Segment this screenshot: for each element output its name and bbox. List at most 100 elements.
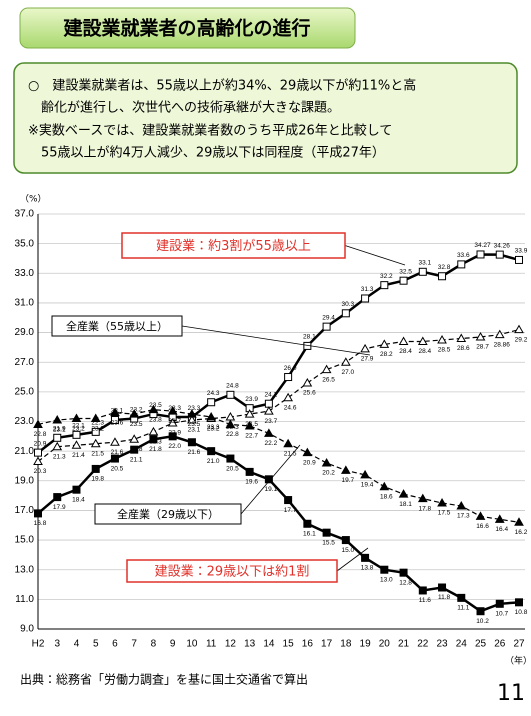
data-label: 17.7	[284, 507, 297, 514]
point	[207, 447, 216, 456]
y-tick-label: 17.0	[15, 505, 35, 516]
data-label: 23.5	[188, 421, 201, 428]
point	[476, 250, 485, 259]
point	[361, 294, 370, 303]
point	[457, 593, 466, 602]
data-label: 22.1	[72, 423, 85, 430]
data-label: 11.8	[438, 594, 451, 601]
y-tick-label: 29.0	[15, 327, 35, 338]
x-tick-label: 27	[513, 639, 525, 650]
x-tick-label: 17	[321, 639, 333, 650]
point	[476, 607, 485, 616]
data-label: 30.3	[342, 301, 355, 308]
title-box	[19, 7, 356, 49]
data-label: 24.8	[226, 383, 239, 390]
data-label: 22.8	[226, 431, 239, 438]
point	[53, 493, 62, 502]
point	[167, 417, 178, 427]
x-tick-label: 9	[170, 639, 176, 650]
data-label: 33.6	[457, 252, 470, 259]
data-label: 23.7	[168, 418, 181, 425]
y-tick-label: 15.0	[15, 535, 35, 546]
point	[361, 553, 370, 562]
callout-leader	[336, 547, 369, 572]
point	[438, 583, 447, 592]
data-label: 15.5	[322, 539, 335, 546]
point	[456, 333, 467, 342]
point	[168, 432, 177, 441]
data-label: 20.5	[111, 465, 124, 472]
data-label: 22.0	[168, 443, 181, 450]
point	[226, 390, 235, 399]
data-label: 23.1	[111, 408, 124, 415]
data-label: 31.3	[361, 286, 374, 293]
data-label: 28.1	[303, 334, 316, 341]
summary-line: 齢化が進行し、次世代への技術承継が大きな課題。	[28, 100, 340, 116]
point	[34, 448, 42, 457]
point	[321, 364, 332, 374]
data-label: 23.7	[265, 418, 278, 425]
data-label: 21.1	[130, 456, 143, 463]
point	[129, 409, 140, 418]
data-label: 24.6	[284, 405, 297, 412]
callout-box	[51, 315, 183, 337]
data-label: 21.9	[53, 426, 66, 433]
point	[110, 416, 119, 425]
callout-leader	[344, 245, 406, 266]
point	[90, 438, 101, 448]
x-tick-label: 12	[225, 639, 237, 650]
summary-line: ○ 建設業就業者は、55歳以上が約34%、29歳以下が約11%と高	[28, 78, 416, 94]
y-tick-label: 21.0	[15, 446, 35, 457]
data-label: 25.6	[303, 390, 316, 397]
point	[33, 456, 43, 466]
data-label: 23.6	[111, 419, 124, 426]
point	[52, 441, 63, 451]
point	[398, 489, 409, 498]
data-label: 10.7	[495, 611, 508, 618]
point	[91, 427, 100, 436]
point	[284, 373, 293, 382]
y-tick-label: 23.0	[15, 416, 35, 427]
data-label: 29.2	[515, 336, 528, 343]
point	[244, 420, 255, 430]
point	[264, 428, 274, 437]
x-tick-label: 16	[302, 639, 314, 650]
x-tick-label: H2	[32, 639, 45, 650]
x-tick-label: 22	[417, 639, 429, 650]
data-label: 23.2	[72, 425, 85, 432]
data-label: 34.27	[474, 242, 491, 249]
callout-leader	[240, 444, 301, 515]
x-tick-label: 19	[360, 639, 372, 650]
legend-entry: 建設業：約3割が55歳以上	[156, 238, 311, 254]
point	[380, 281, 389, 290]
point	[302, 447, 313, 457]
callout-box	[94, 503, 242, 525]
data-label: 24.2	[265, 391, 278, 398]
data-label: 34.26	[494, 242, 511, 249]
point	[494, 329, 505, 339]
data-label: 23.2	[91, 425, 104, 432]
y-tick-label: 9.0	[20, 624, 34, 635]
series-line	[37, 409, 520, 523]
point	[148, 426, 159, 436]
data-label: 21.6	[188, 449, 201, 456]
data-label: 11.6	[419, 597, 432, 604]
data-label: 16.6	[476, 523, 489, 530]
data-label: 19.8	[91, 476, 104, 483]
x-tick-label: 25	[475, 639, 487, 650]
point	[417, 336, 428, 345]
point	[34, 509, 42, 518]
x-tick-label: 6	[112, 639, 118, 650]
data-label: 18.1	[399, 501, 412, 508]
point	[495, 599, 504, 608]
point	[475, 511, 486, 520]
point	[399, 276, 408, 285]
point	[495, 250, 504, 259]
data-label: 21.5	[284, 450, 297, 457]
data-label: 23.3	[207, 424, 220, 431]
data-label: 11.1	[457, 605, 470, 612]
point	[302, 377, 313, 387]
x-tick-label: 5	[93, 639, 99, 650]
callout-box	[126, 559, 338, 583]
